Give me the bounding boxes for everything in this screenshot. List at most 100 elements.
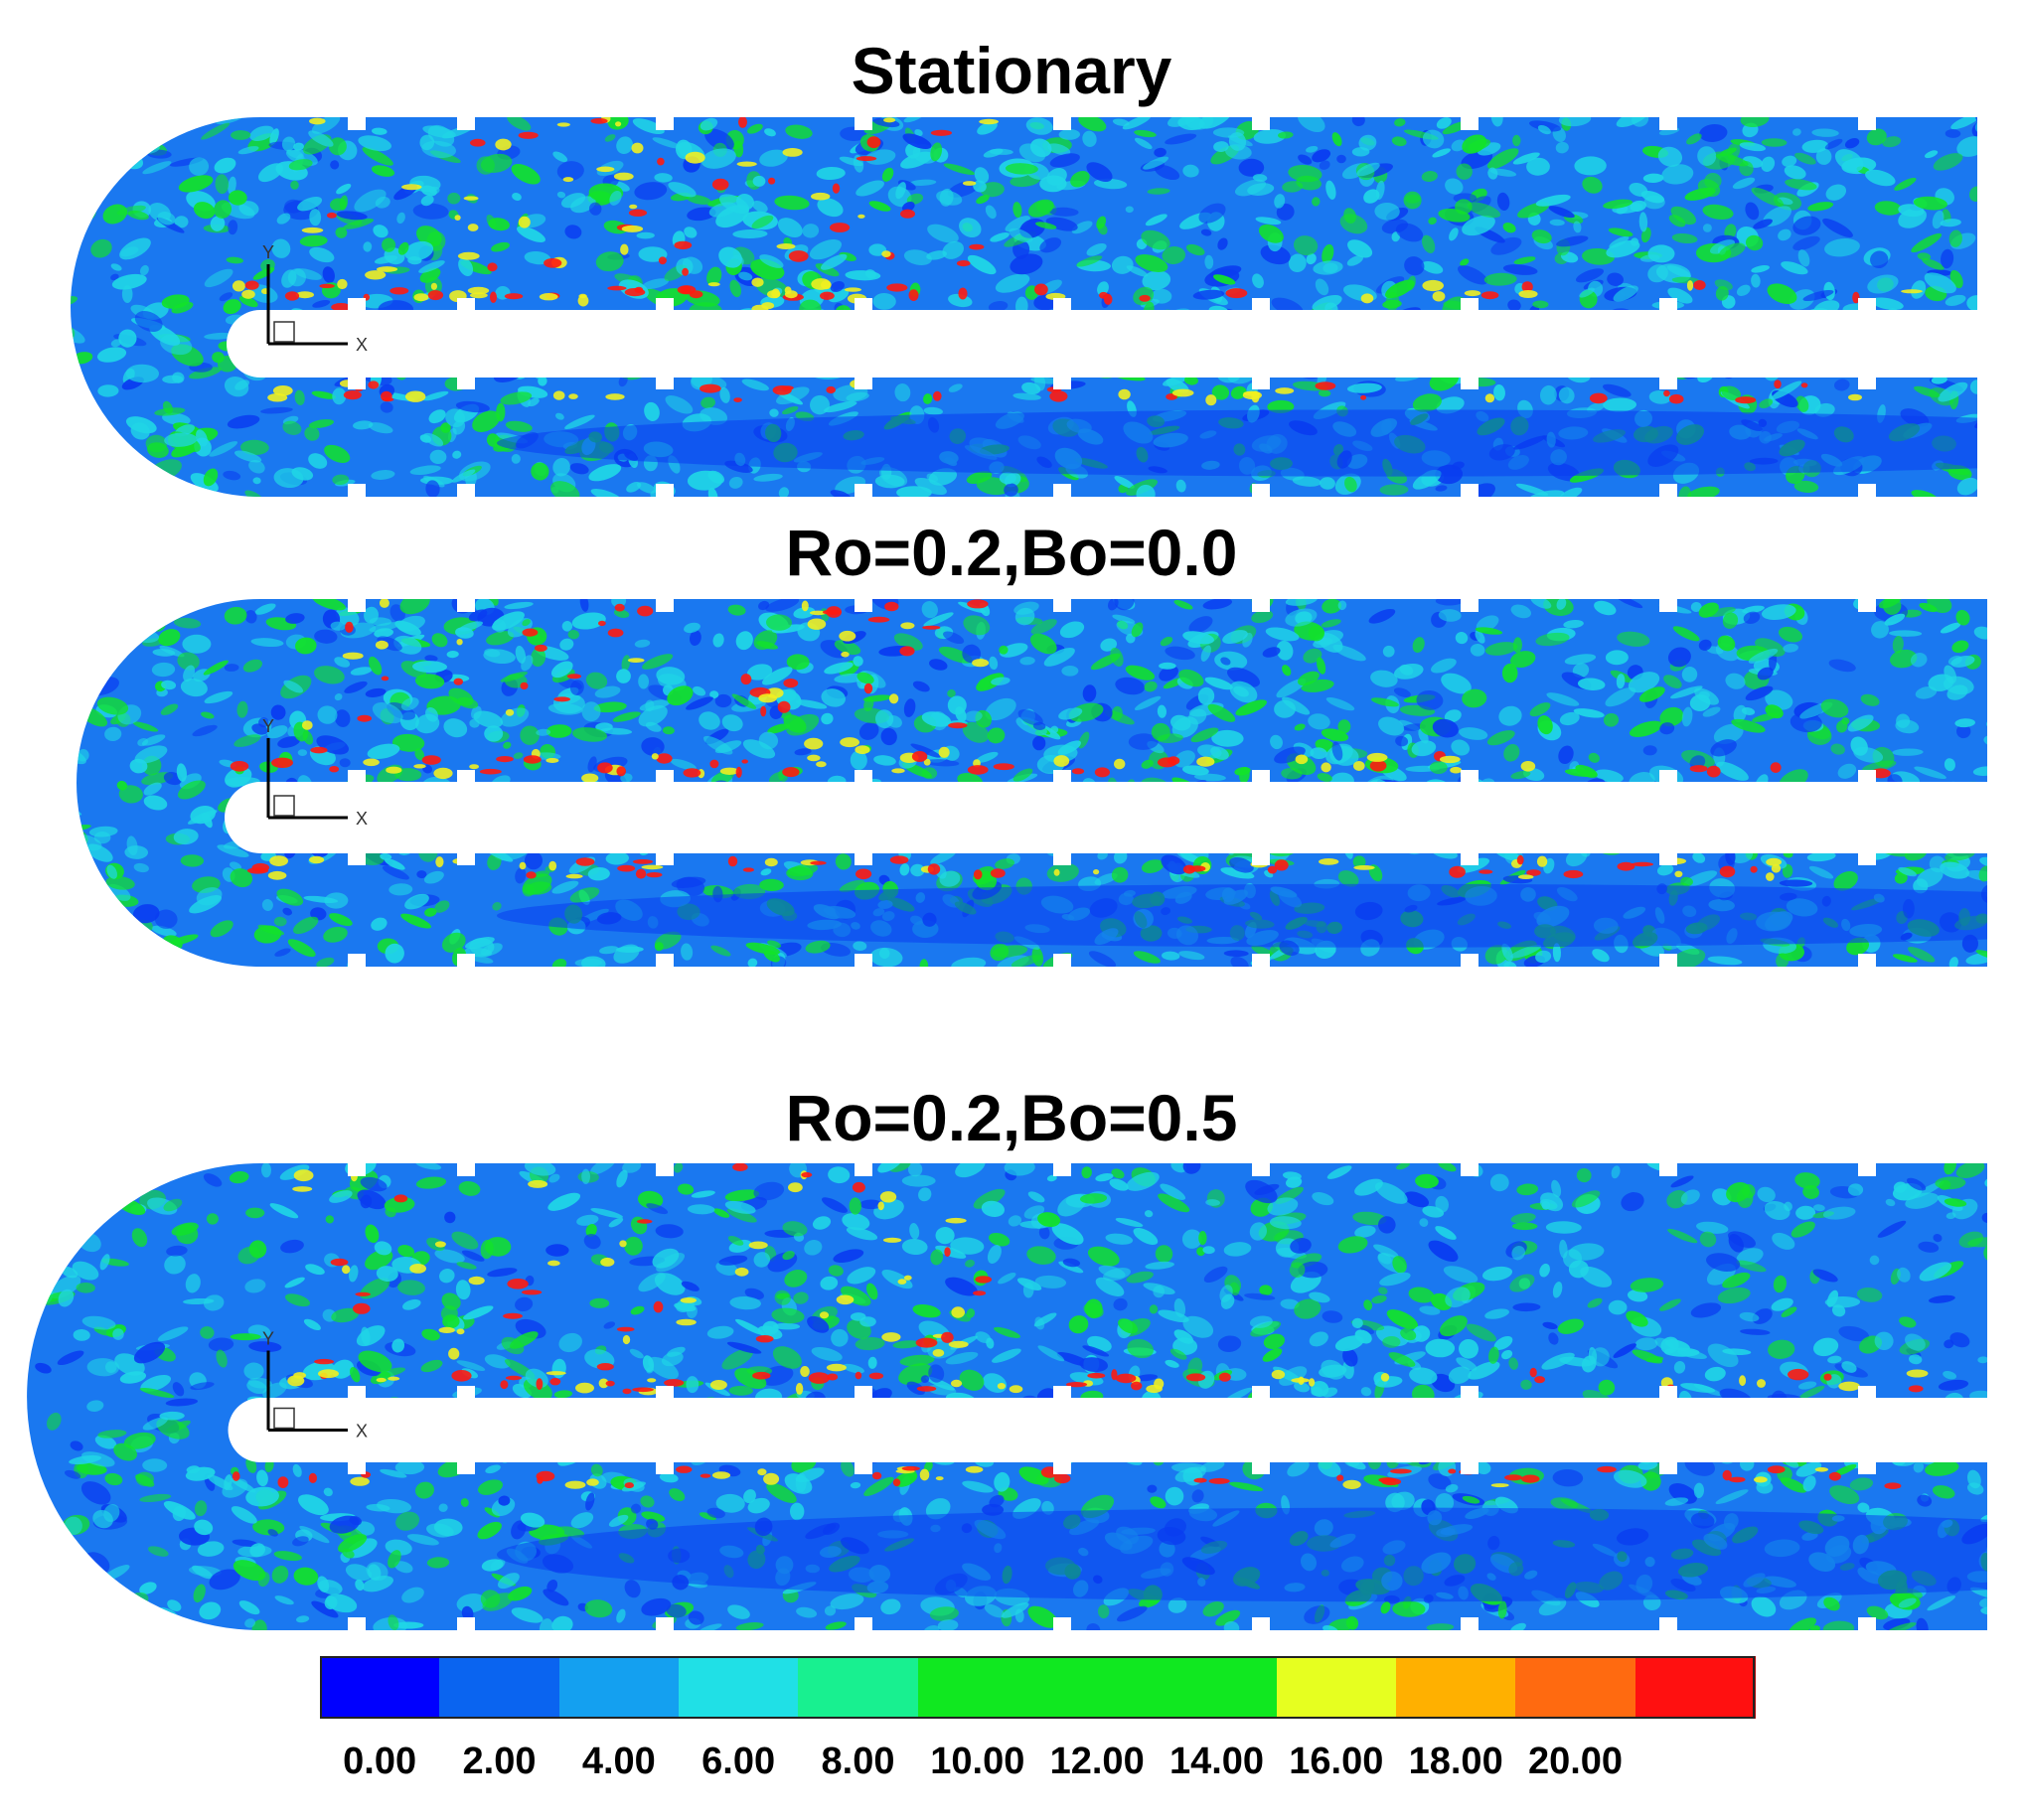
turbulence-blob (1276, 640, 1294, 661)
turbulence-blob (1379, 484, 1409, 496)
turbulence-blob (151, 662, 176, 678)
colorbar-tick-label: 2.00 (462, 1741, 537, 1782)
hot-spot (1157, 757, 1177, 768)
rib-notch (1659, 1462, 1677, 1474)
turbulence-blob (1603, 199, 1634, 210)
hot-spot (748, 1241, 768, 1250)
turbulence-blob (46, 1163, 62, 1169)
turbulence-blob (172, 485, 192, 497)
turbulence-blob (61, 664, 74, 677)
turbulence-blob (1616, 599, 1643, 609)
turbulence-blob (1229, 1481, 1264, 1492)
turbulence-blob (1966, 295, 1977, 313)
turbulence-blob (951, 957, 987, 967)
turbulence-blob (1549, 219, 1565, 227)
turbulence-blob (1039, 237, 1062, 253)
turbulence-blob (1916, 1617, 1929, 1630)
turbulence-blob (94, 489, 123, 497)
low-intensity-core (497, 409, 1977, 477)
turbulence-blob (1431, 658, 1457, 674)
turbulence-blob (1948, 957, 1958, 967)
turbulence-blob (1867, 274, 1899, 294)
turbulence-blob (1698, 690, 1710, 699)
turbulence-blob (1470, 643, 1485, 657)
turbulence-blob (145, 434, 168, 453)
turbulence-blob (377, 636, 402, 652)
turbulence-blob (415, 713, 440, 734)
hot-spot (345, 621, 354, 633)
turbulence-blob (115, 1163, 135, 1176)
rib-notch (457, 954, 475, 968)
turbulence-blob (292, 916, 319, 935)
turbulence-blob (1745, 234, 1764, 251)
turbulence-blob (1761, 138, 1788, 147)
turbulence-blob (1317, 657, 1326, 675)
turbulence-blob (1944, 665, 1957, 684)
hot-spot (433, 767, 453, 780)
turbulence-blob (1058, 128, 1080, 140)
turbulence-blob (547, 702, 583, 715)
turbulence-blob (809, 238, 842, 260)
turbulence-blob (1773, 1275, 1787, 1293)
turbulence-blob (458, 621, 483, 632)
hot-spot (376, 266, 398, 272)
turbulence-blob (115, 630, 134, 645)
turbulence-blob (776, 386, 810, 405)
turbulence-blob (522, 873, 552, 895)
hot-spot (549, 1378, 561, 1386)
turbulence-blob (1382, 645, 1395, 658)
turbulence-blob (516, 226, 546, 242)
turbulence-blob (118, 785, 143, 804)
hot-spot (727, 855, 738, 867)
turbulence-blob (77, 1191, 109, 1204)
contour-field (27, 1163, 2011, 1630)
turbulence-blob (1999, 1470, 2011, 1484)
turbulence-blob (995, 858, 1014, 869)
rib-notch (1252, 116, 1270, 130)
hot-spot (635, 868, 647, 879)
turbulence-blob (169, 117, 183, 130)
turbulence-blob (785, 124, 813, 139)
turbulence-blob (654, 173, 673, 183)
turbulence-blob (1792, 128, 1801, 136)
hot-spot (777, 700, 791, 713)
turbulence-blob (189, 157, 210, 176)
hot-spot (232, 1471, 240, 1481)
hot-spot (1449, 865, 1466, 878)
turbulence-blob (853, 656, 863, 667)
turbulence-blob (51, 1619, 78, 1630)
turbulence-blob (404, 893, 429, 910)
turbulence-blob (1220, 657, 1231, 666)
turbulence-blob (457, 696, 479, 709)
colorbar-tick-label: 18.00 (1408, 1741, 1503, 1782)
turbulence-blob (865, 149, 896, 165)
rib-notch (656, 954, 674, 968)
turbulence-blob (1059, 621, 1085, 639)
turbulence-blob (1911, 490, 1939, 497)
turbulence-blob (1068, 702, 1104, 722)
turbulence-blob (1761, 604, 1796, 621)
colorbar-tick-label: 6.00 (701, 1741, 776, 1782)
hot-spot (975, 1276, 993, 1284)
turbulence-blob (594, 685, 621, 698)
hot-spot (329, 766, 340, 773)
turbulence-blob (1948, 229, 1962, 247)
turbulence-blob (76, 1171, 111, 1184)
turbulence-blob (1012, 392, 1041, 400)
hot-spot (883, 117, 896, 123)
turbulence-blob (1097, 281, 1109, 296)
turbulence-blob (1822, 218, 1853, 238)
turbulence-blob (35, 123, 53, 139)
turbulence-blob (1005, 216, 1030, 232)
hot-spot (832, 183, 841, 194)
hot-spot (388, 1376, 400, 1381)
turbulence-blob (670, 758, 697, 771)
turbulence-blob (1759, 398, 1774, 409)
turbulence-blob (512, 193, 522, 201)
turbulence-blob (33, 173, 67, 201)
turbulence-blob (912, 681, 930, 692)
turbulence-blob (571, 727, 608, 742)
rib-notch (1252, 954, 1270, 968)
turbulence-blob (372, 127, 388, 135)
turbulence-blob (139, 264, 149, 276)
